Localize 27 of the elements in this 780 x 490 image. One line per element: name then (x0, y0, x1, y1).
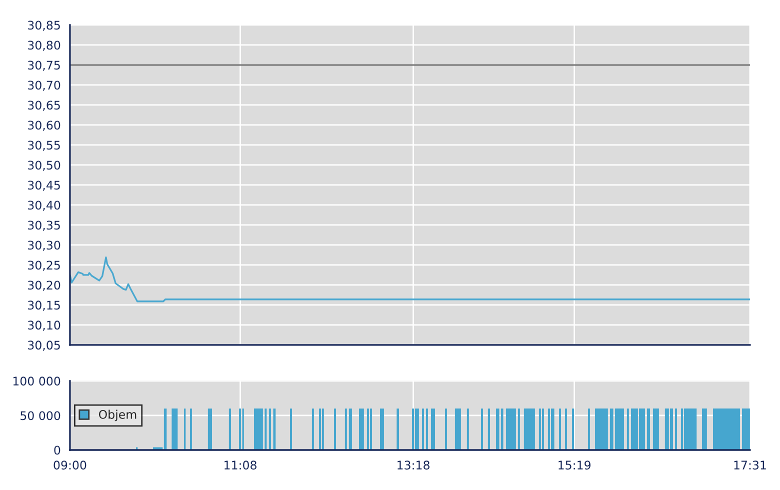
y-tick-label: 30,10 (28, 320, 60, 331)
y-tick-label: 30,35 (28, 220, 60, 231)
line-series (70, 256, 750, 302)
y-tick-label: 30,60 (28, 120, 60, 131)
y-tick-label: 30,20 (28, 280, 60, 291)
y-tick-label: 0 (54, 446, 60, 455)
y-tick-label: 30,50 (28, 160, 60, 171)
x-tick-label: 17:31 (734, 460, 766, 470)
y-tick-label: 30,25 (28, 260, 60, 271)
y-tick-label: 30,65 (28, 100, 60, 111)
x-tick-label: 11:08 (224, 460, 256, 470)
legend-label: Objem (98, 410, 136, 422)
y-tick-label: 30,45 (28, 180, 60, 191)
y-tick-label: 30,05 (28, 340, 60, 351)
y-tick-label: 30,85 (28, 20, 60, 31)
x-tick-label: 15:19 (558, 460, 590, 470)
y-tick-label: 30,15 (28, 300, 60, 311)
x-tick-label: 13:18 (398, 460, 430, 470)
x-tick-label: 09:00 (54, 460, 86, 470)
y-tick-label: 30,80 (28, 40, 60, 51)
y-tick-label: 100 000 (13, 376, 60, 386)
y-tick-label: 30,75 (28, 60, 60, 71)
y-tick-label: 30,70 (28, 80, 60, 91)
y-tick-label: 30,30 (28, 240, 60, 251)
y-tick-label: 30,40 (28, 200, 60, 211)
y-tick-label: 50 000 (20, 411, 60, 420)
y-tick-label: 30,55 (28, 140, 60, 151)
